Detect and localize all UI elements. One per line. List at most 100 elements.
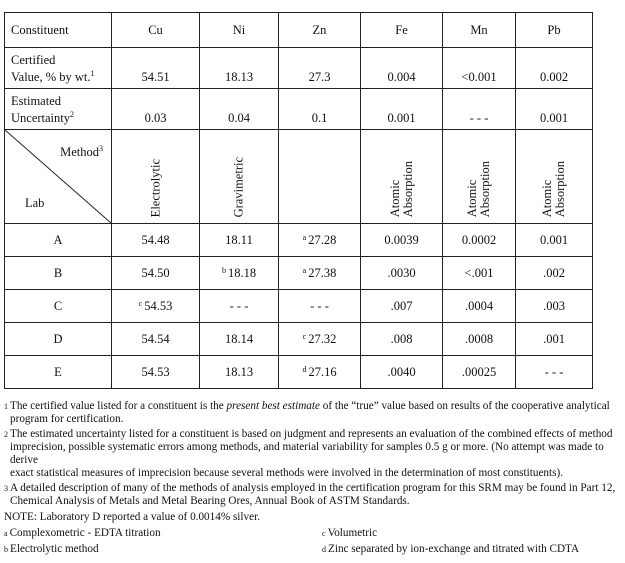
value-text: 54.50 [141, 265, 170, 280]
uncertainty-label: Estimated Uncertainty2 [4, 88, 112, 130]
footnote-2: 2 The estimated uncertainty listed for a … [4, 428, 613, 479]
value-text: 27.16 [308, 364, 337, 379]
method-fe: Atomic Absorption [360, 129, 443, 224]
method-lab-corner: Method3 Lab [4, 129, 112, 224]
method-label: Method3 [60, 144, 103, 160]
footnote-mark: d [302, 364, 307, 374]
lab-name: B [4, 256, 112, 290]
lab-value-cu: 54.48 [111, 223, 200, 257]
value-text: - - - [310, 298, 329, 313]
footnotes: 1 The certified value listed for a consti… [4, 400, 622, 559]
header-constituent: Constituent [4, 12, 112, 48]
uncertainty-row: Estimated Uncertainty2 0.03 0.04 0.1 0.00… [4, 88, 593, 130]
diagonal-divider [5, 130, 111, 223]
lab-name: D [4, 322, 112, 356]
uncertainty-zn: 0.1 [278, 88, 361, 130]
method-pb: Atomic Absorption [515, 129, 593, 224]
value-text: .00025 [461, 364, 497, 379]
value-text: 54.53 [141, 364, 170, 379]
header-fe: Fe [360, 12, 443, 48]
lab-value-zn: a 27.28 [278, 223, 361, 257]
lab-row-b: B 54.50 b 18.18 a 27.38.0030 <.001.002 [4, 256, 593, 290]
lab-value-pb: .002 [515, 256, 593, 290]
header-ni: Ni [199, 12, 279, 48]
lab-value-mn: 0.0002 [442, 223, 516, 257]
footnote-row-ac: a Complexometric - EDTA titration c Volume… [4, 527, 622, 540]
value-text: - - - [544, 364, 564, 379]
method-cu: Electrolytic [111, 129, 200, 224]
certified-fe: 0.004 [360, 47, 443, 89]
footnote-c: c Volumetric [322, 527, 378, 539]
lab-value-fe: 0.0039 [360, 223, 443, 257]
note: NOTE: Laboratory D reported a value of 0… [4, 511, 260, 523]
value-text: 18.18 [227, 265, 257, 280]
lab-value-cu: 54.54 [111, 322, 200, 356]
method-mn: Atomic Absorption [442, 129, 516, 224]
method-text: Gravimetric [231, 156, 246, 217]
lab-value-zn: a 27.38 [278, 256, 361, 290]
value-text: .0040 [387, 364, 416, 379]
footnote-mark: a [302, 265, 307, 275]
certified-ni: 18.13 [199, 47, 279, 89]
footnote-mark: c [302, 331, 307, 341]
lab-value-fe: .008 [360, 322, 443, 356]
certified-zn: 27.3 [278, 47, 361, 89]
lab-value-zn: c 27.32 [278, 322, 361, 356]
certified-cu: 54.51 [111, 47, 200, 89]
value-text: .007 [390, 298, 413, 313]
lab-row-d: D 54.54 18.14 c 27.32 .008 .0008 .001 [4, 322, 593, 356]
lab-row-a: A 54.48 18.11 a 27.28 0.0039 0.0002 0.001 [4, 223, 593, 257]
value-text: 27.32 [308, 331, 337, 346]
method-row: Method3 Lab Electrolytic Gravimetric Atomi… [4, 129, 593, 224]
uncertainty-pb: 0.001 [515, 88, 593, 130]
method-text: Atomic [465, 179, 479, 218]
lab-value-fe: .0030 [360, 256, 443, 290]
lab-value-cu: 54.53 [111, 355, 200, 389]
value-text: .0004 [464, 298, 494, 313]
lab-value-ni: b 18.18 [199, 256, 279, 290]
certified-label: Certified Value, % by wt.1 [4, 47, 112, 89]
lab-value-mn: .0008 [442, 322, 516, 356]
header-zn: Zn [278, 12, 361, 48]
lab-value-ni: - - - [199, 289, 279, 323]
lab-value-ni: 18.14 [199, 322, 279, 356]
footnote-row-bd: b Electrolytic method d Zinc separated by … [4, 543, 622, 556]
value-text: .002 [543, 265, 565, 280]
uncertainty-cu: 0.03 [111, 88, 200, 130]
lab-label: Lab [25, 196, 45, 210]
footnote-mark: c [138, 298, 143, 308]
value-text: 0.001 [539, 232, 569, 247]
lab-value-pb: .003 [515, 289, 593, 323]
footnote-1: 1 The certified value listed for a consti… [4, 400, 610, 425]
lab-value-ni: 18.13 [199, 355, 279, 389]
value-text: .003 [543, 298, 565, 313]
value-text: 54.53 [144, 298, 173, 313]
value-text: 18.13 [224, 364, 254, 379]
method-zn [278, 129, 361, 224]
footnote-b: b Electrolytic method [4, 543, 99, 555]
method-text: Absorption [478, 160, 492, 217]
value-text: .0008 [464, 331, 494, 346]
lab-name: E [4, 355, 112, 389]
footnote-d: d Zinc separated by ion-exchange and titr… [322, 543, 580, 555]
lab-value-cu: c 54.53 [111, 289, 200, 323]
method-text: Atomic [540, 179, 554, 218]
value-text: 54.54 [141, 331, 170, 346]
analysis-table: Constituent Cu Ni Zn Fe Mn Pb Certified V… [4, 12, 593, 389]
value-text: 18.11 [225, 232, 253, 247]
method-text: Absorption [553, 160, 567, 217]
value-text: .008 [390, 331, 413, 346]
lab-value-zn: - - - [278, 289, 361, 323]
lab-value-pb: - - - [515, 355, 593, 389]
certified-mn: <0.001 [442, 47, 516, 89]
value-text: 27.38 [308, 265, 337, 280]
uncertainty-ni: 0.04 [199, 88, 279, 130]
value-text: 0.0002 [461, 232, 497, 247]
value-text: .0030 [387, 265, 416, 280]
lab-value-mn: .0004 [442, 289, 516, 323]
lab-name: C [4, 289, 112, 323]
method-ni: Gravimetric [199, 129, 279, 224]
certified-row: Certified Value, % by wt.1 54.51 18.13 27… [4, 47, 593, 89]
